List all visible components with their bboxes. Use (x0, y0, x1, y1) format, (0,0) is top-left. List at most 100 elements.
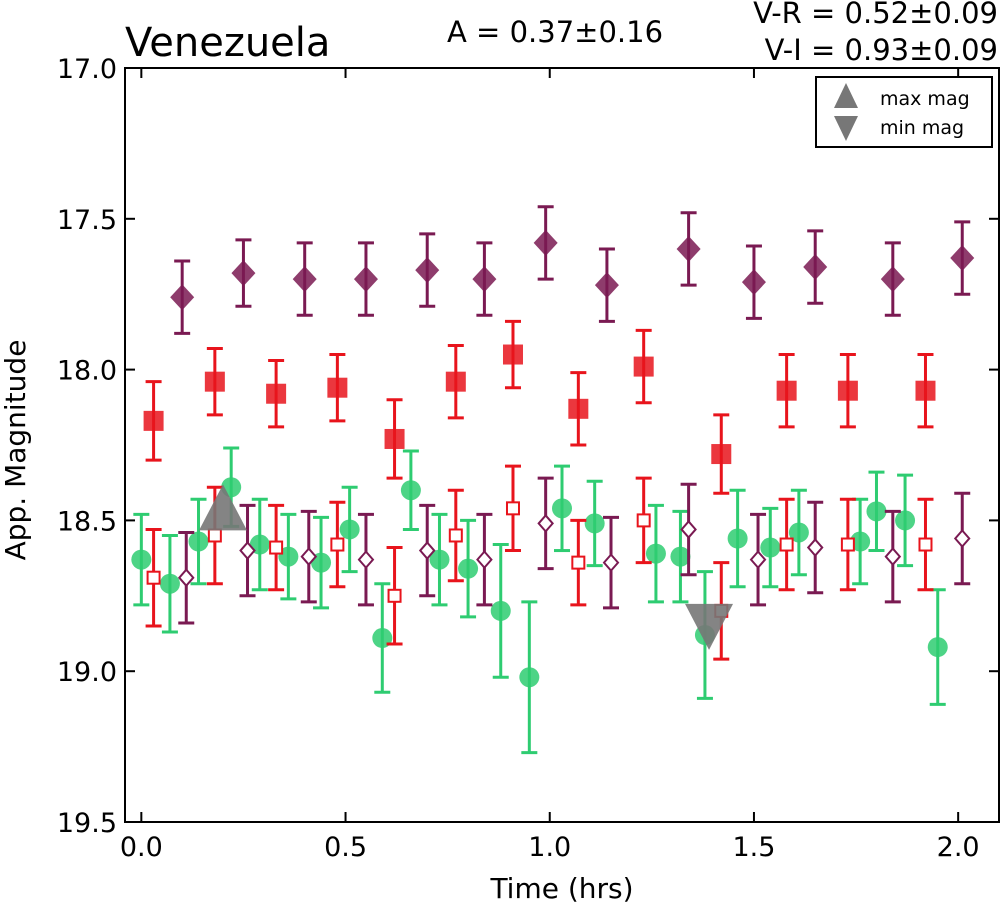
series-1-square-filled-point-5 (445, 371, 466, 392)
series-2-circle-filled-point-10 (429, 549, 450, 570)
series-2-circle-filled-point-25 (927, 637, 948, 658)
series-1-square-filled-point-6 (502, 344, 523, 365)
series-2-circle-filled-point-24 (895, 510, 916, 531)
x-tick-label-4: 2.0 (937, 832, 980, 863)
series-4-diamond-open-point-9 (749, 550, 767, 570)
series-2-circle-filled-point-16 (645, 543, 666, 564)
series-4-diamond-open-point-1 (239, 541, 256, 561)
series-0-diamond-filled-point-9 (741, 269, 766, 296)
y-tick-label-5: 19.5 (57, 808, 117, 839)
series-3-square-open-point-4 (387, 588, 402, 603)
v-i-annotation: V-I = 0.93±0.09 (765, 33, 998, 67)
y-tick-label-2: 18.0 (57, 356, 117, 387)
y-tick-label-3: 18.5 (57, 506, 117, 537)
series-0-diamond-filled-point-12 (950, 245, 975, 272)
series-2-circle-filled-point-9 (400, 480, 421, 501)
series-4-diamond-open-point-3 (357, 550, 375, 570)
series-2-circle-filled-point-7 (339, 519, 360, 540)
series-1-square-filled-point-2 (266, 383, 287, 404)
x-tick-label-1: 0.5 (324, 832, 367, 863)
series-4-diamond-open-point-8 (680, 519, 697, 539)
chart-title: Venezuela (125, 20, 330, 66)
series-2-circle-filled-point-14 (552, 498, 572, 519)
series-3-square-open-point-2 (269, 540, 284, 555)
series-3-square-open-point-6 (505, 501, 520, 516)
series-4-diamond-open-point-4 (418, 541, 436, 561)
series-4-diamond-open-point-7 (602, 553, 620, 573)
series-0-diamond-filled-point-0 (170, 284, 195, 311)
series-1-square-filled-point-3 (327, 377, 348, 398)
series-0-diamond-filled-point-1 (231, 260, 256, 287)
series-1-square-filled-point-8 (633, 356, 654, 377)
series-2-circle-filled-point-12 (490, 600, 511, 621)
series-2-circle-filled-point-22 (850, 531, 871, 552)
series-0-diamond-filled-point-8 (676, 235, 701, 262)
series-0-diamond-filled-point-10 (803, 254, 828, 281)
series-1-square-filled-point-10 (776, 380, 797, 401)
series-0-diamond-filled-point-2 (292, 266, 317, 293)
x-tick-label-3: 1.5 (732, 832, 775, 863)
v-r-annotation: V-R = 0.52±0.09 (753, 0, 998, 30)
legend: max mag min mag (815, 76, 993, 148)
series-1-square-filled-point-0 (143, 410, 164, 431)
series-2-circle-filled-point-1 (159, 573, 180, 594)
series-0-diamond-filled-point-5 (472, 266, 497, 293)
series-2-circle-filled-point-5 (278, 546, 299, 567)
series-3-square-open-point-0 (146, 570, 161, 585)
series-4-diamond-open-point-6 (537, 513, 554, 533)
legend-label-min-mag: min mag (880, 117, 964, 139)
series-2-circle-filled-point-19 (727, 528, 748, 549)
series-1-square-filled-point-12 (915, 380, 936, 401)
series-2-circle-filled-point-17 (670, 546, 691, 567)
amplitude-annotation: A = 0.37±0.16 (447, 15, 663, 49)
x-axis-label: Time (hrs) (489, 872, 633, 904)
series-2-circle-filled-point-21 (788, 522, 809, 543)
series-4-diamond-open-point-2 (300, 547, 318, 567)
series-0-diamond-filled-point-6 (533, 229, 558, 256)
axis-ticks: 0.0 0.5 1.0 1.5 2.0 17.0 17.5 18.0 18.5 19.0 19.5 (57, 54, 999, 863)
series-4-diamond-open-point-0 (177, 568, 195, 588)
series-0-diamond-filled-point-11 (880, 266, 905, 293)
series-0-diamond-filled-point-4 (415, 257, 440, 284)
series-4-diamond-open-point-10 (806, 538, 824, 558)
max-mag-marker (199, 484, 248, 531)
series-2-circle-filled-point-20 (760, 537, 781, 558)
series-1-square-filled-point-11 (837, 380, 858, 401)
y-tick-label-1: 17.5 (57, 205, 117, 236)
series-2-circle-filled-point-0 (131, 549, 152, 570)
series-3-square-open-point-1 (207, 528, 222, 543)
series-4-diamond-open-point-11 (884, 547, 902, 567)
series-3-square-open-point-5 (448, 528, 463, 543)
series-1-square-filled-point-4 (384, 428, 405, 449)
series-2-circle-filled-point-2 (188, 531, 209, 552)
series-1-square-filled-point-7 (568, 398, 589, 419)
y-axis-label: App. Magnitude (0, 340, 32, 561)
min-mag-marker (685, 603, 734, 650)
y-tick-label-4: 19.0 (57, 657, 117, 688)
series-2-circle-filled-point-11 (458, 558, 479, 579)
plot-frame (124, 67, 1000, 823)
series-4-diamond-open-point-5 (476, 550, 493, 570)
min-mag-triangle-down-icon (834, 116, 858, 141)
series-1-square-filled-point-9 (711, 444, 732, 465)
series-3-square-open-point-7 (571, 555, 586, 570)
x-tick-label-0: 0.0 (120, 832, 163, 863)
legend-label-max-mag: max mag (880, 88, 970, 110)
max-mag-triangle-up-icon (834, 83, 858, 108)
series-2-circle-filled-point-23 (866, 501, 887, 522)
data-marks (131, 205, 975, 755)
series-3-square-open-point-8 (636, 513, 651, 528)
series-4-diamond-open-point-12 (953, 528, 971, 549)
series-2-circle-filled-point-15 (584, 513, 605, 534)
series-1-square-filled-point-1 (204, 371, 225, 392)
series-3-square-open-point-12 (918, 537, 933, 552)
series-0-diamond-filled-point-3 (353, 266, 378, 293)
series-3-square-open-point-10 (779, 537, 794, 552)
series-2-circle-filled-point-13 (519, 667, 540, 688)
series-3-square-open-point-3 (330, 537, 345, 552)
series-0-diamond-filled-point-7 (594, 272, 619, 299)
y-tick-label-0: 17.0 (57, 54, 117, 85)
x-tick-label-2: 1.0 (528, 832, 571, 863)
series-3-square-open-point-11 (840, 537, 855, 552)
